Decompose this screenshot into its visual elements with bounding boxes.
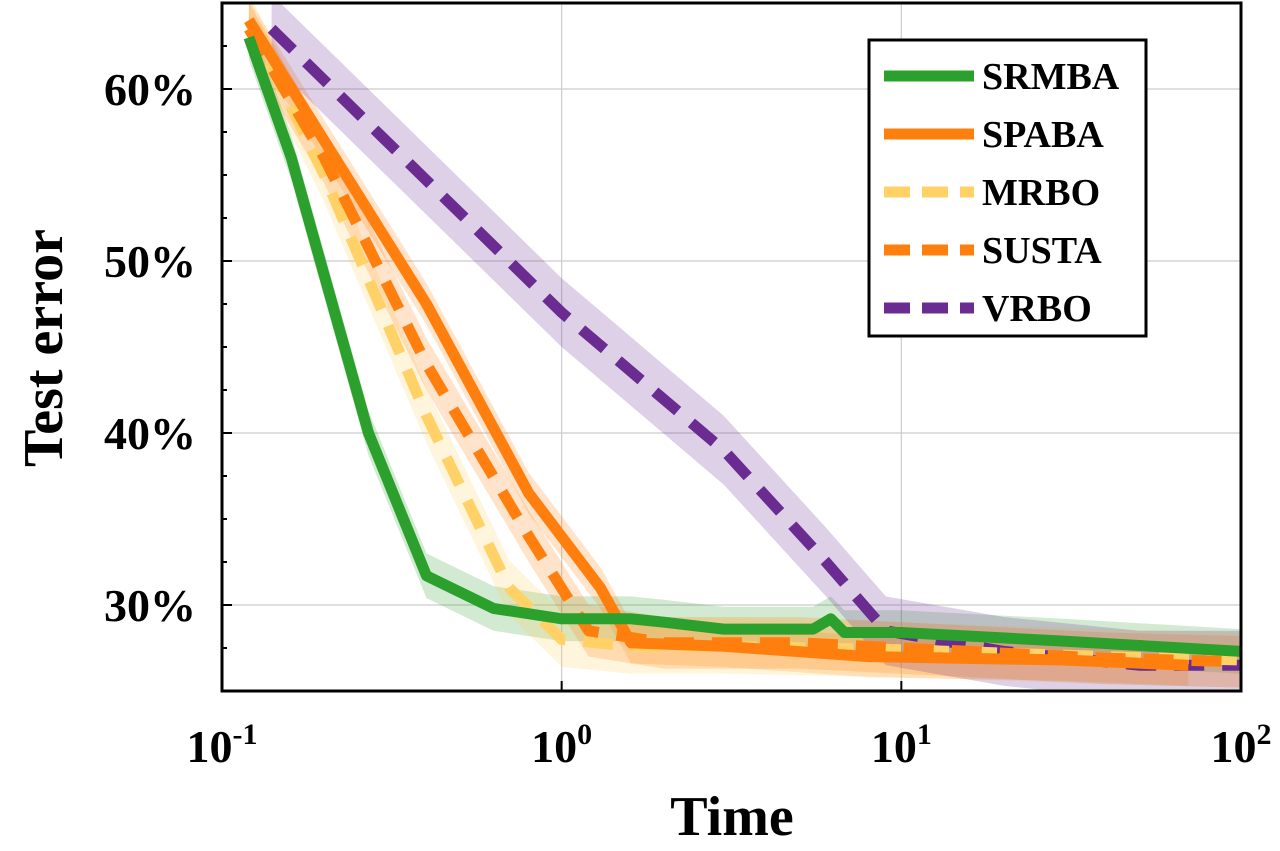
x-tick-label-0: 10-1 bbox=[187, 718, 258, 772]
series-line-mrbo bbox=[243, 17, 1241, 666]
x-tick-label-2: 101 bbox=[871, 718, 932, 772]
series-line-srmba bbox=[243, 35, 1241, 657]
x-tick-label-1: 100 bbox=[531, 718, 592, 772]
legend-label-mrbo: MRBO bbox=[982, 172, 1100, 214]
legend-box bbox=[867, 38, 1148, 338]
y-tick-label-3: 60% bbox=[104, 64, 196, 115]
series-lines bbox=[243, 17, 1241, 671]
y-axis-title: Test error bbox=[13, 229, 75, 467]
legend-label-spaba: SPABA bbox=[982, 114, 1104, 156]
legend-label-susta: SUSTA bbox=[982, 230, 1102, 272]
y-tick-label-2: 50% bbox=[104, 236, 196, 287]
legend-label-srmba: SRMBA bbox=[982, 56, 1120, 98]
legend: SRMBA SPABA MRBO SUSTA VRBO bbox=[867, 38, 1148, 338]
y-tick-label-1: 40% bbox=[104, 408, 196, 459]
x-axis-title: Time bbox=[670, 786, 793, 848]
axis-ticks: 10-1 100 101 102 30% 40% 50% 60% bbox=[104, 2, 1272, 772]
legend-label-vrbo: VRBO bbox=[982, 288, 1092, 330]
x-tick-label-3: 102 bbox=[1211, 718, 1272, 772]
series-line-vrbo bbox=[267, 24, 1241, 671]
y-tick-label-0: 30% bbox=[104, 580, 196, 631]
